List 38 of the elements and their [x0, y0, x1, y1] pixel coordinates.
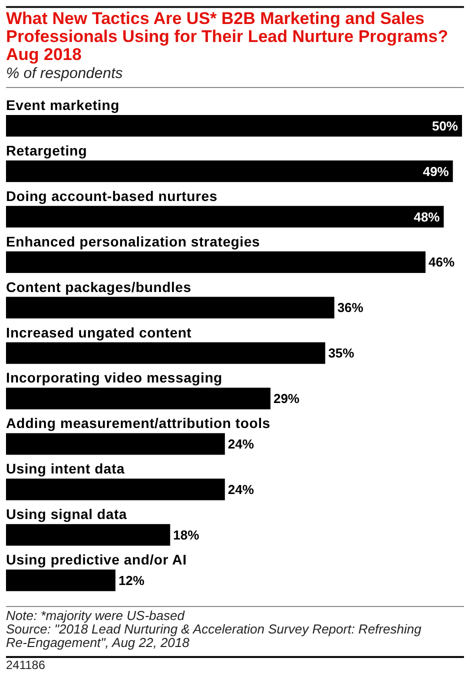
- data-label: 35%: [328, 346, 355, 361]
- data-label: 46%: [428, 254, 455, 270]
- data-label: 49%: [422, 164, 450, 179]
- source-note: Source: "2018 Lead Nurturing & Acceleration Survey Report: Refreshing Re-Engagement", Aug 22, 2018: [6, 622, 422, 650]
- y-tick-label: Retargeting: [6, 142, 88, 158]
- text: 241186: [6, 658, 46, 672]
- bar: [6, 524, 170, 546]
- y-tick-label: Using intent data: [6, 460, 125, 477]
- data-label: 48%: [414, 209, 440, 224]
- data-label: 18%: [173, 527, 200, 542]
- bar: [6, 296, 334, 318]
- y-tick-label: Increased ungated content: [6, 324, 192, 340]
- y-tick-label: Adding measurement/attribution tools: [6, 415, 270, 432]
- data-label: 36%: [337, 300, 364, 316]
- chart-title: What New Tactics Are US* B2B Marketing and Sales Professionals Using for Their Lead Nurture Programs? Aug 2018: [6, 9, 448, 64]
- text: Note: *majority were US-based: [6, 608, 186, 623]
- data-label: 24%: [228, 436, 254, 452]
- data-label: 12%: [118, 572, 145, 588]
- bar: [6, 433, 225, 455]
- data-label: 50%: [432, 118, 458, 134]
- data-label: 29%: [273, 391, 300, 406]
- bar: [6, 160, 453, 182]
- bar: [6, 342, 326, 364]
- y-tick-label: Event marketing: [6, 97, 120, 113]
- bar: [6, 478, 225, 500]
- bar: [6, 388, 270, 410]
- chart-subtitle: % of respondents: [6, 65, 124, 82]
- y-tick-label: Enhanced personalization strategies: [6, 233, 260, 250]
- bar: [6, 570, 116, 592]
- bar: [6, 206, 444, 228]
- bar: [6, 115, 462, 137]
- y-tick-label: Using signal data: [6, 506, 128, 522]
- bar: [6, 251, 426, 273]
- y-tick-label: Using predictive and/or AI: [6, 552, 187, 568]
- data-label: 24%: [228, 482, 254, 497]
- y-tick-label: Doing account-based nurtures: [6, 188, 218, 204]
- y-tick-label: Incorporating video messaging: [6, 370, 222, 386]
- y-tick-label: Content packages/bundles: [6, 278, 192, 295]
